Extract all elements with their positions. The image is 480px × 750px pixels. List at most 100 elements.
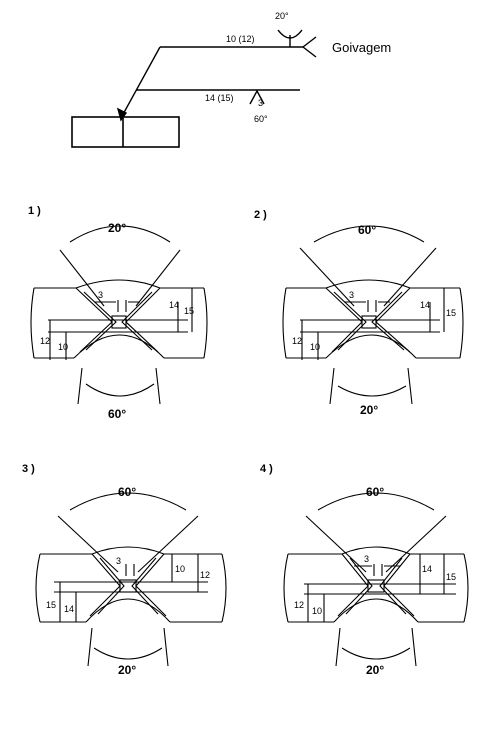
dim-lines: [304, 554, 456, 622]
plate-edge-left: [35, 553, 41, 623]
top-angle-line-right: [137, 515, 199, 573]
option-2: 2 ) 60° 20° 3 14 15 12: [254, 209, 464, 417]
gap-dim: 3: [349, 290, 354, 300]
plate-edge-right: [203, 287, 208, 359]
plate-edge-left: [282, 287, 287, 359]
joint-geometry: [282, 225, 464, 405]
groove-inner-right: [379, 557, 407, 615]
left-dim-outer: 12: [292, 336, 302, 346]
option-4: 4 ) 60° 20° 3 14 15 12: [260, 463, 469, 677]
plate-edge-left: [283, 553, 289, 623]
top-angle-line-left: [305, 515, 367, 573]
top-angle: 60°: [358, 223, 376, 237]
bottom-angle: 20°: [366, 663, 384, 677]
top-angle: 60°: [118, 485, 136, 499]
left-dim-outer: 12: [40, 336, 50, 346]
left-dim-inner: 10: [58, 342, 68, 352]
top-angle-arc: [69, 492, 187, 511]
arrow-side-depth: 3: [258, 98, 263, 108]
other-side-angle: 20°: [275, 11, 289, 21]
right-dim-inner: 14: [422, 564, 432, 574]
bottom-angle-arc: [341, 647, 411, 660]
plate-edge-right: [459, 287, 464, 359]
arrow-side-angle: 60°: [254, 114, 268, 124]
groove-inner-right: [121, 291, 153, 351]
bottom-angle-line-left: [329, 367, 335, 405]
bottom-angle-line-left: [335, 627, 341, 667]
other-side-groove-symbol: [277, 29, 303, 39]
groove-inner-left: [97, 557, 125, 615]
top-angle-arc: [69, 225, 171, 243]
plate-edge-left: [30, 287, 35, 359]
dim-lines: [48, 288, 193, 360]
right-dim-outer: 12: [200, 570, 210, 580]
joint-box: [71, 116, 180, 148]
root-face: [361, 315, 377, 329]
bottom-angle-arc: [337, 385, 407, 397]
left-dim-inner: 10: [312, 606, 322, 616]
top-angle-line-right: [385, 515, 447, 573]
bottom-angle: 20°: [118, 663, 136, 677]
top-angle: 60°: [366, 485, 384, 499]
top-angle-line-left: [299, 247, 355, 307]
right-dim-inner: 14: [420, 300, 430, 310]
right-dim-outer: 15: [446, 308, 456, 318]
bottom-angle-arc: [93, 647, 163, 660]
bottom-weld-crown: [73, 334, 165, 359]
option-label: 2 ): [254, 209, 267, 221]
bottom-angle: 20°: [360, 403, 378, 417]
root-face: [367, 579, 385, 593]
tail-note: Goivagem: [332, 40, 391, 55]
left-dim-inner: 14: [64, 604, 74, 614]
joint-geometry: [283, 492, 469, 667]
arrow-side-groove-symbol: [249, 89, 265, 105]
bottom-angle-arc: [85, 383, 155, 397]
left-dim-outer: 15: [46, 600, 56, 610]
other-side-dimension: 10 (12): [226, 34, 255, 44]
right-dim-inner: 10: [175, 564, 185, 574]
bottom-angle-line-left: [77, 367, 83, 405]
dim-lines: [54, 554, 208, 622]
top-angle-line-right: [383, 247, 437, 307]
dim-lines: [300, 288, 445, 360]
root-face: [111, 315, 127, 329]
option-1: 1 ) 20° 60° 3 14 15 12: [28, 205, 208, 421]
joint-geometry: [35, 492, 227, 667]
top-weld-crown: [91, 546, 165, 555]
option-label: 3 ): [22, 463, 35, 475]
gap-dim: 3: [116, 556, 121, 566]
groove-inner-right: [131, 557, 159, 615]
bottom-weld-crown: [333, 598, 419, 623]
option-3: 3 ) 60° 20° 3 10 12 15: [22, 463, 227, 677]
right-dim-outer: 15: [446, 572, 456, 582]
groove-inner-left: [345, 557, 373, 615]
right-dim-outer: 15: [184, 306, 194, 316]
bottom-angle-line-right: [407, 367, 413, 405]
bottom-angle-line-right: [411, 627, 417, 667]
welding-symbol: [71, 29, 317, 148]
top-weld-crown: [325, 279, 411, 289]
arrow-side-dimension: 14 (15): [205, 93, 234, 103]
groove-inner-right: [371, 291, 405, 351]
top-angle-line-left: [59, 249, 105, 307]
bottom-angle: 60°: [108, 407, 126, 421]
bottom-angle-line-left: [87, 627, 93, 667]
bottom-angle-line-right: [155, 367, 161, 405]
bottom-weld-crown: [85, 598, 171, 623]
option-label: 1 ): [28, 205, 41, 217]
tail-symbol: [302, 36, 317, 58]
plate-edge-right: [221, 553, 227, 623]
gap-dim: 3: [364, 554, 369, 564]
plate-edge-right: [463, 553, 469, 623]
top-angle-arc: [317, 492, 435, 511]
top-angle: 20°: [108, 221, 126, 235]
gap-dim: 3: [98, 290, 103, 300]
right-dim-inner: 14: [169, 300, 179, 310]
bottom-weld-crown: [325, 334, 417, 359]
left-dim-outer: 12: [294, 600, 304, 610]
option-label: 4 ): [260, 463, 273, 475]
joint-geometry: [30, 225, 208, 405]
left-dim-inner: 10: [310, 342, 320, 352]
top-angle-line-left: [57, 515, 119, 573]
